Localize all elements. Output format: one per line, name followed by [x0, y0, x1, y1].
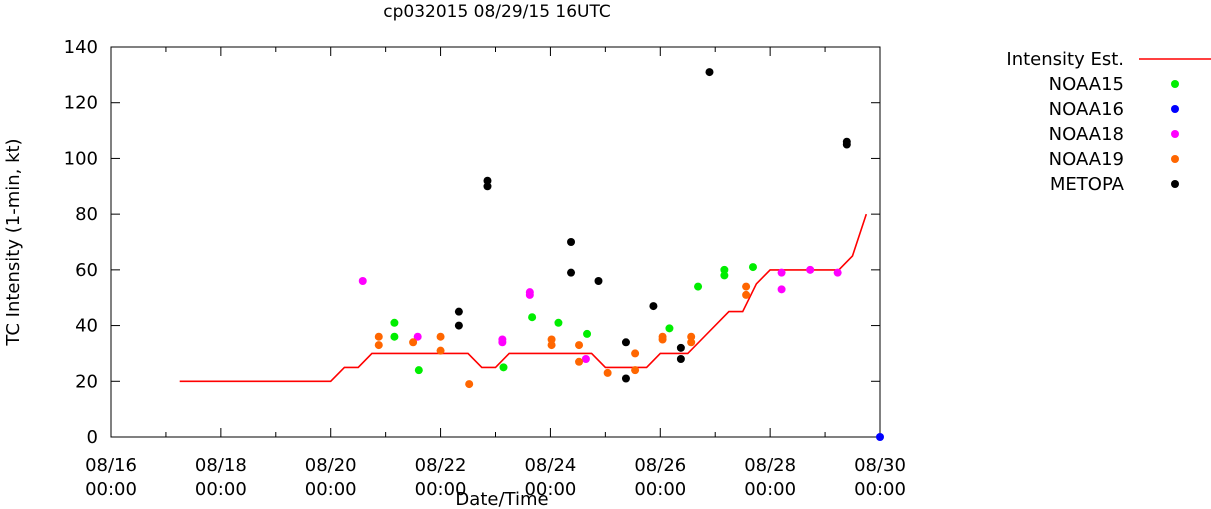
point-noaa19	[409, 338, 418, 347]
x-tick-label: 08/24	[524, 455, 576, 476]
point-noaa19	[742, 282, 751, 291]
point-noaa15	[528, 313, 537, 322]
x-tick-label-time: 00:00	[854, 479, 906, 500]
point-metopa	[676, 355, 685, 363]
x-tick-label-time: 00:00	[415, 479, 467, 500]
point-noaa19	[742, 290, 751, 299]
point-noaa15	[414, 366, 423, 375]
point-metopa	[705, 68, 714, 77]
point-noaa19	[631, 366, 640, 375]
point-metopa	[454, 307, 463, 316]
point-noaa15	[554, 318, 563, 327]
x-tick-label: 08/28	[744, 455, 796, 476]
point-noaa15	[390, 318, 399, 327]
x-tick-label: 08/18	[195, 455, 247, 476]
y-tick-label: 120	[64, 93, 98, 114]
point-noaa19	[687, 332, 696, 341]
point-noaa19	[436, 332, 445, 341]
point-metopa	[649, 302, 658, 311]
series-layer	[179, 68, 884, 441]
point-metopa	[621, 374, 630, 383]
x-tick-label: 08/26	[634, 455, 686, 476]
x-axis-label: Date/Time	[455, 489, 548, 509]
chart-title: cp032015 08/29/15 16UTC	[383, 2, 611, 22]
point-metopa	[594, 277, 603, 285]
point-noaa18	[498, 338, 507, 347]
legend-label-noaa19: NOAA19	[1049, 149, 1124, 170]
y-tick-label: 20	[75, 371, 98, 392]
legend-label-noaa16: NOAA16	[1049, 99, 1124, 120]
y-tick-label: 60	[75, 260, 98, 281]
legend-label-noaa15: NOAA15	[1049, 74, 1124, 95]
point-metopa	[567, 268, 576, 277]
plot-area	[110, 46, 881, 438]
legend-swatch-noaa15	[1171, 80, 1179, 88]
legend-swatch-metopa	[1171, 180, 1179, 188]
point-noaa15	[720, 271, 729, 280]
x-tick-label: 08/30	[854, 455, 906, 476]
x-tick-label: 08/16	[85, 455, 137, 476]
point-noaa19	[436, 346, 445, 355]
point-noaa19	[374, 341, 383, 350]
x-tick-label-time: 00:00	[85, 479, 137, 500]
x-tick-label-time: 00:00	[744, 479, 796, 500]
legend: Intensity Est. NOAA15 NOAA16 NOAA18 NOAA19 ME…	[1006, 49, 1211, 195]
x-tick-label: 08/20	[305, 455, 357, 476]
legend-swatch-noaa18	[1171, 130, 1179, 138]
point-metopa	[567, 238, 576, 246]
point-noaa18	[413, 332, 422, 341]
point-noaa18	[833, 268, 842, 277]
x-tick-label-time: 00:00	[634, 479, 686, 500]
point-noaa15	[694, 282, 703, 291]
y-tick-label: 80	[75, 204, 98, 225]
point-noaa19	[603, 368, 612, 377]
y-axis-label: TC Intensity (1-min, kt)	[3, 138, 24, 346]
point-noaa15	[748, 263, 757, 272]
y-tick-label: 100	[64, 148, 98, 169]
legend-swatch-noaa16	[1171, 105, 1179, 113]
point-noaa19	[687, 338, 696, 347]
point-metopa	[676, 343, 685, 352]
point-metopa	[842, 140, 851, 149]
point-noaa16	[876, 433, 884, 441]
x-axis: 08/16 00:00 08/18 00:00 08/20 00:00 08/22 00:00…	[85, 47, 906, 500]
point-noaa19	[374, 332, 383, 341]
point-noaa18	[777, 285, 786, 294]
point-noaa15	[583, 329, 592, 338]
point-noaa19	[575, 341, 584, 350]
y-tick-label: 140	[64, 37, 98, 58]
point-noaa15	[720, 265, 729, 274]
x-tick-label-time: 00:00	[305, 479, 357, 500]
point-metopa	[454, 321, 463, 330]
x-tick-label: 08/22	[415, 455, 467, 476]
point-noaa18	[806, 265, 815, 274]
point-noaa18	[581, 355, 590, 363]
point-noaa18	[358, 277, 367, 285]
y-axis: 0 20 40 60 80 100 120 140	[64, 37, 880, 448]
point-metopa	[621, 338, 630, 347]
legend-label-noaa18: NOAA18	[1049, 124, 1124, 145]
point-noaa19	[547, 335, 556, 344]
point-metopa	[483, 182, 492, 191]
x-tick-label-time: 00:00	[195, 479, 247, 500]
point-noaa15	[390, 332, 399, 341]
legend-label-intensity-est: Intensity Est.	[1006, 49, 1124, 70]
point-noaa19	[575, 357, 584, 366]
point-noaa18	[777, 268, 786, 277]
y-tick-label: 0	[87, 427, 98, 448]
point-noaa19	[658, 335, 667, 344]
point-metopa	[483, 176, 492, 185]
point-noaa19	[465, 380, 474, 389]
point-noaa15	[665, 324, 674, 333]
point-noaa19	[547, 341, 556, 350]
point-noaa19	[631, 349, 640, 358]
legend-label-metopa: METOPA	[1050, 174, 1125, 195]
point-noaa15	[499, 363, 508, 372]
series-line-intensity-est	[179, 213, 868, 383]
point-noaa18	[525, 290, 534, 299]
x-tick-label-time: 00:00	[524, 479, 576, 500]
legend-swatch-noaa19	[1171, 155, 1179, 163]
y-tick-label: 40	[75, 316, 98, 337]
